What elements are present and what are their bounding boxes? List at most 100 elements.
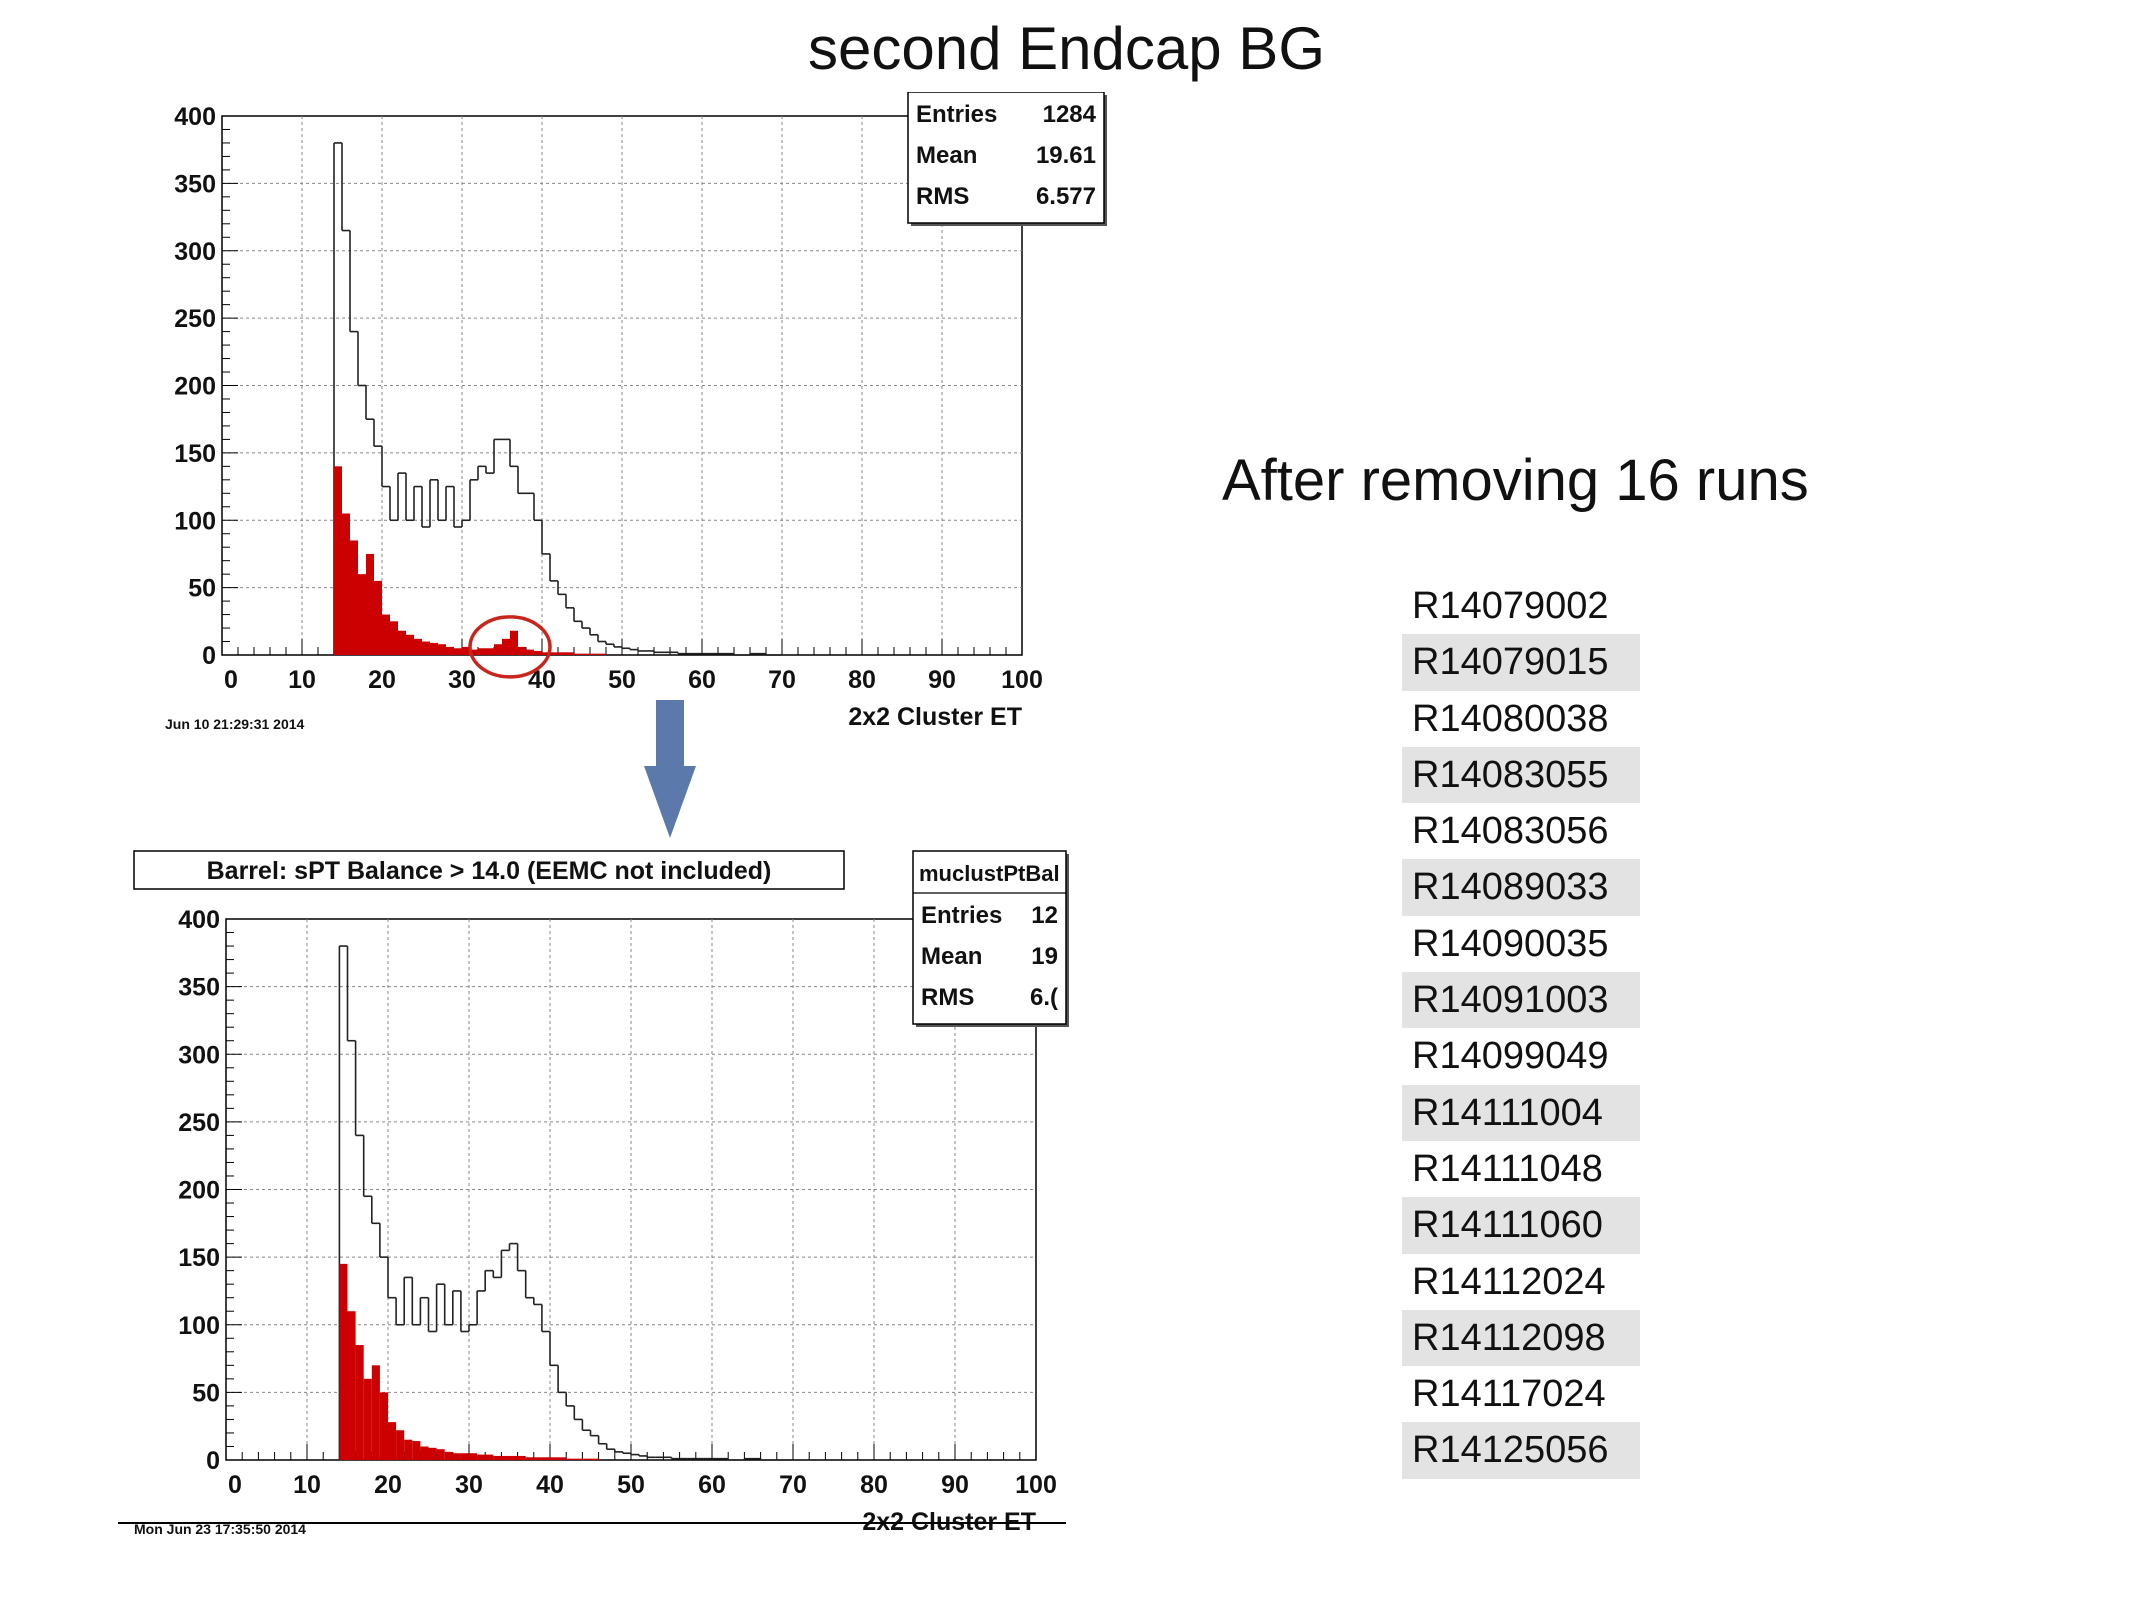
run-item: R14090035	[1412, 922, 1609, 965]
histogram-bin-filled	[452, 1453, 461, 1460]
histogram-bin-filled	[518, 646, 526, 655]
stats-label: Entries	[921, 902, 1002, 929]
stats-value: 19	[1031, 943, 1058, 970]
run-item: R14089033	[1402, 859, 1640, 916]
stats-label: Mean	[916, 142, 977, 169]
y-tick-label: 200	[178, 1177, 220, 1205]
histogram-bin-filled	[541, 1457, 550, 1460]
histogram-bin-filled	[342, 513, 350, 655]
histogram-bin-filled	[526, 649, 534, 655]
timestamp: Mon Jun 23 17:35:50 2014	[134, 1521, 306, 1535]
histogram-bin-filled	[501, 1455, 510, 1460]
y-tick-label: 200	[174, 373, 216, 401]
histogram-bin-filled	[358, 574, 366, 655]
histogram-bin-filled	[493, 1455, 502, 1460]
histogram-top: 0 10 20 30 40 50 60 70 80 90 100050100150200250300…	[165, 92, 1107, 732]
x-tick-label: 50	[617, 1471, 645, 1499]
histogram-bin-filled	[436, 1449, 445, 1460]
histogram-bin-filled	[355, 1345, 364, 1460]
x-tick-label: 10	[288, 666, 316, 694]
histogram-bin-filled	[478, 648, 486, 655]
histogram-bin-filled	[550, 1457, 567, 1460]
histogram-bin-filled	[379, 1392, 388, 1460]
x-tick-label: 30	[448, 666, 476, 694]
x-tick-label: 30	[455, 1471, 483, 1499]
run-item: R14099049	[1412, 1035, 1609, 1078]
histogram-bin-filled	[334, 466, 342, 655]
histogram-bin-filled	[438, 644, 446, 655]
y-tick-label: 50	[188, 575, 216, 603]
histogram-bin-filled	[420, 1446, 429, 1460]
slide-title: second Endcap BG	[807, 15, 1325, 82]
y-tick-label: 350	[178, 974, 220, 1002]
histogram-bin-filled	[422, 641, 430, 655]
x-tick-label: 70	[768, 666, 796, 694]
stats-box: muclustPtBal Entries 12 Mean 19 RMS 6.(	[912, 850, 1069, 1027]
x-tick-label: 50	[608, 666, 636, 694]
y-tick-label: 250	[178, 1109, 220, 1137]
histogram-bin-filled	[363, 1378, 372, 1460]
x-tick-label: 20	[374, 1471, 402, 1499]
histogram-bin-filled	[398, 630, 406, 655]
histogram-bin-filled	[371, 1365, 380, 1460]
histogram-bin-filled	[350, 540, 358, 655]
histogram-bin-filled	[534, 650, 542, 655]
stats-label: RMS	[921, 984, 974, 1011]
stats-box-frame	[907, 92, 1105, 224]
histogram-bin-filled	[582, 1458, 599, 1460]
down-arrow-icon	[644, 700, 696, 838]
histogram-bin-filled	[486, 648, 494, 655]
y-tick-label: 150	[178, 1244, 220, 1272]
stats-value: 6.577	[1036, 183, 1096, 210]
run-item: R14083055	[1402, 746, 1640, 804]
x-tick-label: 0	[224, 666, 238, 694]
x-tick-label: 100	[1001, 666, 1043, 694]
run-item: R14083056	[1412, 810, 1609, 853]
stats-value: 6.(	[1030, 984, 1058, 1011]
histogram-bin-filled	[469, 1453, 478, 1460]
histogram-bin-filled	[470, 649, 478, 655]
histogram-bottom: 0 10 20 30 40 50 60 70 80 90 100 0 50 100 150 200 250 300…	[118, 850, 1069, 1535]
histogram-bin-filled	[566, 1458, 583, 1460]
histogram-bin-filled	[477, 1454, 486, 1460]
histogram-bin-filled	[366, 553, 374, 655]
histogram-bin-filled	[339, 1263, 348, 1460]
histogram-bin-filled	[590, 653, 606, 655]
histogram-bin-filled	[510, 630, 518, 655]
x-tick-label: 80	[848, 666, 876, 694]
x-tick-label: 60	[688, 666, 716, 694]
x-axis-label: 2x2 Cluster ET	[848, 703, 1022, 731]
x-tick-label: 80	[860, 1471, 888, 1499]
subtitle: After removing 16 runs	[1222, 448, 1809, 513]
histogram-bin-filled	[494, 644, 502, 655]
run-item: R14079002	[1412, 585, 1609, 627]
histogram-bin-filled	[462, 646, 470, 655]
x-tick-label: 60	[698, 1471, 726, 1499]
histogram-bin-filled	[558, 652, 574, 655]
runs-list: R14079002 R14079015 R14080038 R14083055 R140…	[1402, 578, 1640, 1479]
histogram-bin-filled	[374, 580, 382, 655]
histogram-bin-filled	[460, 1453, 469, 1460]
run-item: R14111048	[1412, 1147, 1603, 1190]
histogram-bin-filled	[444, 1451, 453, 1460]
run-item: R14112098	[1402, 1309, 1640, 1367]
y-tick-label: 100	[178, 1312, 220, 1340]
run-item: R14111004	[1402, 1084, 1640, 1141]
histogram-bin-filled	[406, 634, 414, 655]
y-tick-label: 400	[178, 906, 220, 934]
y-tick-label: 0	[202, 642, 216, 670]
histogram-bin-filled	[390, 621, 398, 655]
y-tick-label: 300	[178, 1041, 220, 1069]
stats-label: RMS	[916, 183, 969, 210]
y-tick-label: 350	[174, 170, 216, 198]
histogram-bin-filled	[430, 642, 438, 655]
histogram-bin-filled	[574, 653, 590, 655]
histogram-bin-filled	[404, 1439, 413, 1460]
stats-value: 1284	[1043, 101, 1097, 128]
histogram-bin-filled	[396, 1430, 405, 1460]
histogram-bin-filled	[446, 646, 454, 655]
x-tick-label: 90	[941, 1471, 969, 1499]
y-tick-label: 300	[174, 238, 216, 266]
y-tick-label: 50	[192, 1379, 220, 1407]
y-tick-label: 100	[174, 507, 216, 535]
